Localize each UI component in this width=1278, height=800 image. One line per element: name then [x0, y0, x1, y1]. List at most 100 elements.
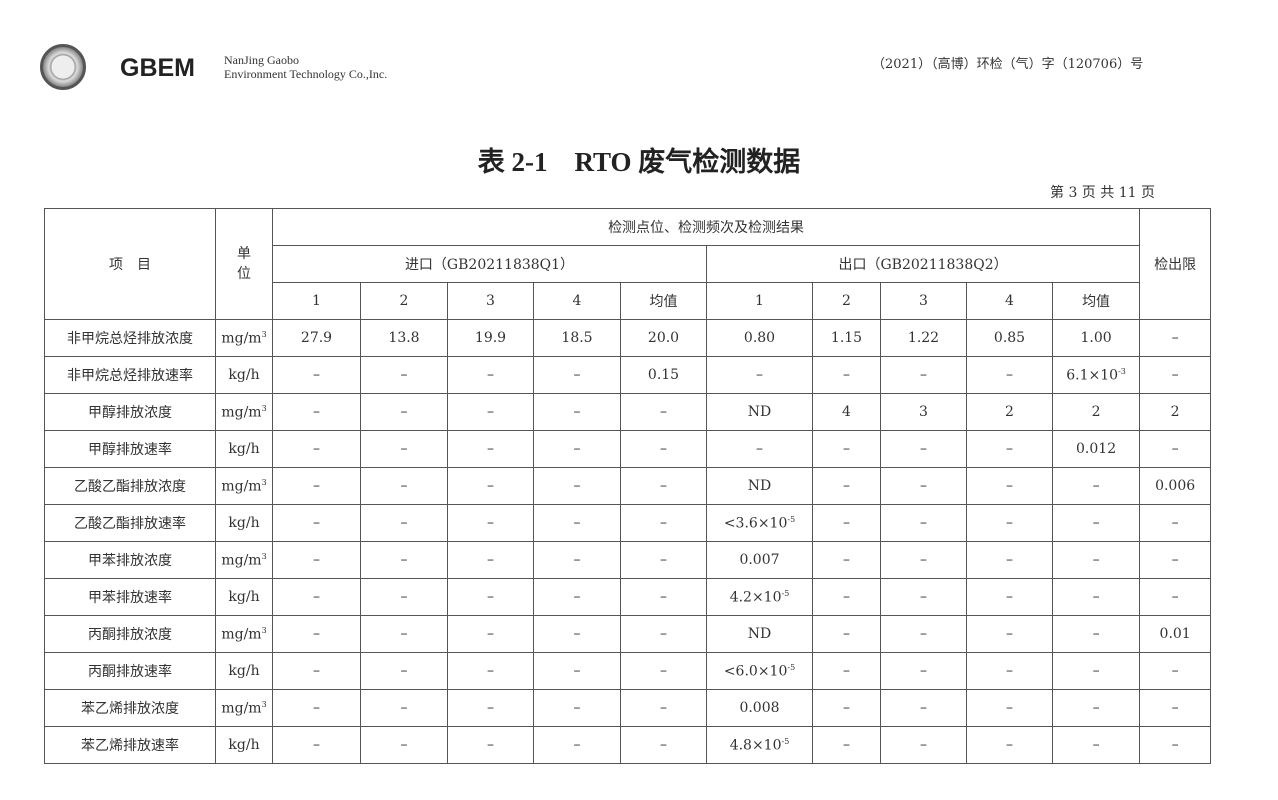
header-inlet: 进口（GB20211838Q1） [272, 245, 707, 283]
value-cell: – [533, 541, 621, 579]
value-cell: – [1051, 467, 1141, 505]
unit-cell: kg/h [215, 726, 273, 764]
item-name: 丙酮排放浓度 [44, 615, 216, 653]
item-name: 乙酸乙酯排放浓度 [44, 467, 216, 505]
value-cell: 4 [812, 393, 881, 431]
value-cell: – [360, 652, 448, 690]
value-cell: – [812, 541, 881, 579]
value-cell: – [360, 578, 448, 616]
value-cell: – [447, 430, 534, 468]
value-cell: – [1139, 430, 1212, 468]
header-unit: 单位 [215, 208, 273, 320]
value-cell: – [272, 541, 361, 579]
value-cell: 0.80 [706, 319, 813, 357]
value-cell: – [620, 726, 707, 764]
table-row: 丙酮排放浓度 mg/m3– – – – – ND – – – –0.01 [44, 615, 1212, 653]
value-cell: – [272, 578, 361, 616]
value-cell: 0.007 [706, 541, 813, 579]
value-cell: – [533, 430, 621, 468]
value-cell: ND [706, 467, 813, 505]
value-cell: – [272, 393, 361, 431]
value-cell: ND [706, 393, 813, 431]
value-cell: 27.9 [272, 319, 361, 357]
value-cell: 19.9 [447, 319, 534, 357]
value-cell: – [533, 356, 621, 394]
value-cell: – [812, 578, 881, 616]
value-cell: – [1051, 541, 1141, 579]
value-cell: – [620, 652, 707, 690]
item-name: 甲苯排放速率 [44, 578, 216, 616]
table-row: 甲醇排放浓度 mg/m3– – – – – ND 4 3 2 2 2 [44, 393, 1212, 431]
value-cell: <6.0×10-5 [706, 652, 813, 690]
value-cell: – [880, 726, 967, 764]
value-cell: – [880, 467, 967, 505]
value-cell: 0.15 [620, 356, 707, 394]
value-cell: – [447, 578, 534, 616]
sub-header: 2 [812, 282, 881, 320]
company-line2: Environment Technology Co.,Inc. [224, 67, 388, 81]
table-title: 表 2-1 RTO 废气检测数据 [477, 147, 801, 177]
value-cell: ND [706, 615, 813, 653]
value-cell: – [272, 615, 361, 653]
data-table: 项 目 单位 检测点位、检测频次及检测结果 检出限 进口（GB20211838Q… [44, 208, 1212, 764]
value-cell: – [620, 541, 707, 579]
sub-header: 均值 [1051, 282, 1141, 320]
unit-cell: kg/h [215, 504, 273, 542]
value-cell: – [880, 615, 967, 653]
header-unit-text: 单位 [237, 246, 251, 282]
value-cell: – [880, 652, 967, 690]
unit-cell: mg/m3 [215, 541, 273, 579]
value-cell: – [1139, 504, 1212, 542]
value-cell: 18.5 [533, 319, 621, 357]
unit-cell: mg/m3 [215, 615, 273, 653]
value-cell: – [966, 541, 1053, 579]
value-cell: 2 [966, 393, 1053, 431]
sub-header: 4 [533, 282, 621, 320]
value-cell: – [533, 393, 621, 431]
value-cell: – [1139, 578, 1212, 616]
value-cell: – [812, 652, 881, 690]
value-cell: – [447, 504, 534, 542]
unit-cell: mg/m3 [215, 393, 273, 431]
value-cell: – [360, 430, 448, 468]
value-cell: – [706, 430, 813, 468]
value-cell: – [1051, 578, 1141, 616]
value-cell: – [966, 726, 1053, 764]
header-limit: 检出限 [1139, 208, 1212, 320]
value-cell: – [447, 541, 534, 579]
value-cell: – [812, 430, 881, 468]
value-cell: – [1051, 726, 1141, 764]
item-name: 甲醇排放浓度 [44, 393, 216, 431]
value-cell: 3 [880, 393, 967, 431]
value-cell: – [966, 467, 1053, 505]
value-cell: – [966, 652, 1053, 690]
value-cell: – [706, 356, 813, 394]
value-cell: – [620, 504, 707, 542]
value-cell: – [812, 726, 881, 764]
value-cell: – [966, 356, 1053, 394]
value-cell: – [533, 467, 621, 505]
company-line1: NanJing Gaobo [224, 53, 299, 67]
unit-cell: kg/h [215, 652, 273, 690]
value-cell: – [812, 615, 881, 653]
item-name: 苯乙烯排放浓度 [44, 689, 216, 727]
header-item: 项 目 [44, 208, 216, 320]
value-cell: 1.00 [1051, 319, 1141, 357]
page-info: 第 3 页 共 11 页 [1050, 185, 1155, 201]
company-seal-logo [40, 44, 86, 90]
value-cell: 0.012 [1051, 430, 1141, 468]
value-cell: – [966, 504, 1053, 542]
value-cell: – [880, 541, 967, 579]
value-cell: – [812, 467, 881, 505]
value-cell: – [966, 615, 1053, 653]
value-cell: 2 [1051, 393, 1141, 431]
value-cell: – [272, 356, 361, 394]
item-name: 乙酸乙酯排放速率 [44, 504, 216, 542]
value-cell: – [447, 393, 534, 431]
value-cell: – [360, 541, 448, 579]
brand-name: GBEM [120, 54, 195, 82]
value-cell: – [533, 578, 621, 616]
value-cell: 20.0 [620, 319, 707, 357]
value-cell: – [1051, 615, 1141, 653]
value-cell: – [1139, 652, 1212, 690]
